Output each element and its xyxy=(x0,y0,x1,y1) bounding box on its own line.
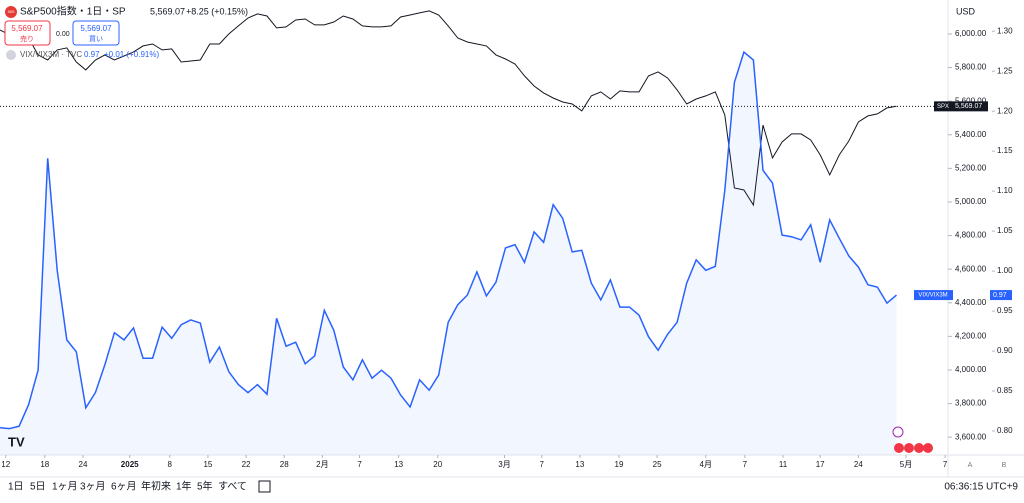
y2-tick-label: 1.00 xyxy=(997,266,1013,275)
series-name: VIX/VIX3M xyxy=(918,293,947,299)
last-price: 5,569.07 xyxy=(150,6,185,16)
compare-title: VIX/VIX3M · TVC xyxy=(20,50,82,59)
x-tick-label: 7 xyxy=(357,460,362,469)
series-name-box xyxy=(914,290,953,301)
range-button[interactable]: 5年 xyxy=(197,480,213,493)
currency: USD xyxy=(956,6,976,16)
x-tick-label: 22 xyxy=(242,460,251,469)
sell-label[interactable]: 売り xyxy=(20,34,34,43)
x-tick-label: 7 xyxy=(539,460,544,469)
series-line xyxy=(0,50,897,430)
area-fill xyxy=(0,52,897,455)
symbol-title: S&P500指数・1日・SP xyxy=(20,5,126,18)
y2-tick-label: 0.90 xyxy=(997,346,1013,355)
y-tick-label: 4,200.00 xyxy=(955,331,987,340)
x-tick-label: 13 xyxy=(575,460,584,469)
series-name: SPX xyxy=(937,104,949,110)
range-button[interactable]: 年初来 xyxy=(141,480,171,493)
y-tick-label: 4,400.00 xyxy=(955,298,987,307)
event-icon[interactable] xyxy=(892,426,904,438)
y-tick-label: 3,600.00 xyxy=(955,432,987,441)
range-button[interactable]: 1ヶ月 xyxy=(52,481,78,493)
range-button[interactable]: 1日 xyxy=(8,482,24,493)
x-tick-label: 5月 xyxy=(900,460,912,469)
spread: 0.00 xyxy=(56,31,70,38)
buy-price[interactable]: 5,569.07 xyxy=(80,24,112,33)
x-tick-label: 12 xyxy=(1,460,10,469)
y-tick-label: 5,600.00 xyxy=(955,96,987,105)
calendar-icon[interactable] xyxy=(258,480,271,493)
range-button[interactable]: 6ヶ月 xyxy=(111,481,137,493)
x-tick-label: 11 xyxy=(779,460,788,469)
event-icon[interactable] xyxy=(894,443,904,453)
last-value-label: 0.97 xyxy=(993,292,1007,299)
y-tick-label: 4,000.00 xyxy=(955,365,987,374)
compare-icon xyxy=(6,50,16,60)
x-tick-label: 8 xyxy=(168,460,173,469)
sell-price[interactable]: 5,569.07 xyxy=(11,24,43,33)
x-tick-label: 17 xyxy=(816,460,825,469)
y-tick-label: 3,800.00 xyxy=(955,399,987,408)
price-change: +8.25 (+0.15%) xyxy=(186,6,248,16)
event-icon[interactable] xyxy=(923,443,933,453)
logo: TV xyxy=(8,434,25,449)
clock: 06:36:15 UTC+9 xyxy=(944,482,1018,493)
x-tick-label: 24 xyxy=(854,460,863,469)
buy-button[interactable] xyxy=(72,20,120,46)
x-tick-label: 13 xyxy=(394,460,403,469)
y2-tick-label: 1.20 xyxy=(997,106,1013,115)
range-button[interactable]: 3ヶ月 xyxy=(80,481,106,493)
x-tick-label: 19 xyxy=(615,460,624,469)
event-icon[interactable] xyxy=(914,443,924,453)
x-tick-label: 7 xyxy=(743,460,748,469)
series-name-box xyxy=(934,101,952,112)
y2-tick-label: 0.80 xyxy=(997,426,1013,435)
last-value-label: 5,569.07 xyxy=(955,103,982,110)
sell-button[interactable] xyxy=(4,20,51,46)
x-tick-label: 4月 xyxy=(700,460,712,469)
y-tick-label: 5,000.00 xyxy=(955,197,987,206)
last-value-box xyxy=(952,101,988,112)
buy-label[interactable]: 買い xyxy=(89,35,103,43)
x-tick-label: 28 xyxy=(280,460,289,469)
y-tick-label: 4,800.00 xyxy=(955,231,987,240)
x-tick-label: 25 xyxy=(653,460,662,469)
series-line xyxy=(0,10,897,207)
x-tick-label: 18 xyxy=(40,460,49,469)
plot-area xyxy=(0,10,948,455)
range-button[interactable]: すべて xyxy=(218,481,247,493)
compare-change: +0.01 (+0.91%) xyxy=(104,50,159,59)
x-tick-label: 3月 xyxy=(498,460,510,469)
y-tick-label: 5,400.00 xyxy=(955,130,987,139)
x-tick-label: 15 xyxy=(203,460,212,469)
y2-tick-label: 1.05 xyxy=(997,226,1013,235)
range-button[interactable]: 1年 xyxy=(176,480,192,493)
y2-tick-label: 1.25 xyxy=(997,66,1013,75)
x-tick-label: 2月 xyxy=(316,460,328,469)
y-tick-label: 5,200.00 xyxy=(955,163,987,172)
y2-tick-label: 1.10 xyxy=(997,186,1013,195)
x-tick-label: 20 xyxy=(433,460,442,469)
symbol-icon-text: 500 xyxy=(8,9,15,14)
y2-tick-label: 1.30 xyxy=(997,26,1013,35)
y-tick-label: 6,000.00 xyxy=(955,29,987,38)
y-tick-label: 4,600.00 xyxy=(955,264,987,273)
symbol-icon xyxy=(5,6,17,18)
range-button[interactable]: 5日 xyxy=(30,482,46,493)
y2-tick-label: 0.85 xyxy=(997,386,1013,395)
event-icon[interactable] xyxy=(904,443,914,453)
x-tick-label: 2025 xyxy=(121,460,139,469)
x-tick-label: 24 xyxy=(79,460,88,469)
x-tick-label: 7 xyxy=(943,460,948,469)
y-tick-label: 5,800.00 xyxy=(955,63,987,72)
scale-button[interactable]: B xyxy=(1002,462,1007,469)
compare-price: 0.97 xyxy=(84,50,100,59)
y2-tick-label: 1.15 xyxy=(997,146,1013,155)
y2-tick-label: 0.95 xyxy=(997,306,1013,315)
last-value-box xyxy=(990,290,1012,301)
toolbar: 1日 5日 1ヶ月 3ヶ月 6ヶ月 年初来 1年 5年 すべて xyxy=(8,480,247,493)
scale-button[interactable]: A xyxy=(968,462,973,469)
